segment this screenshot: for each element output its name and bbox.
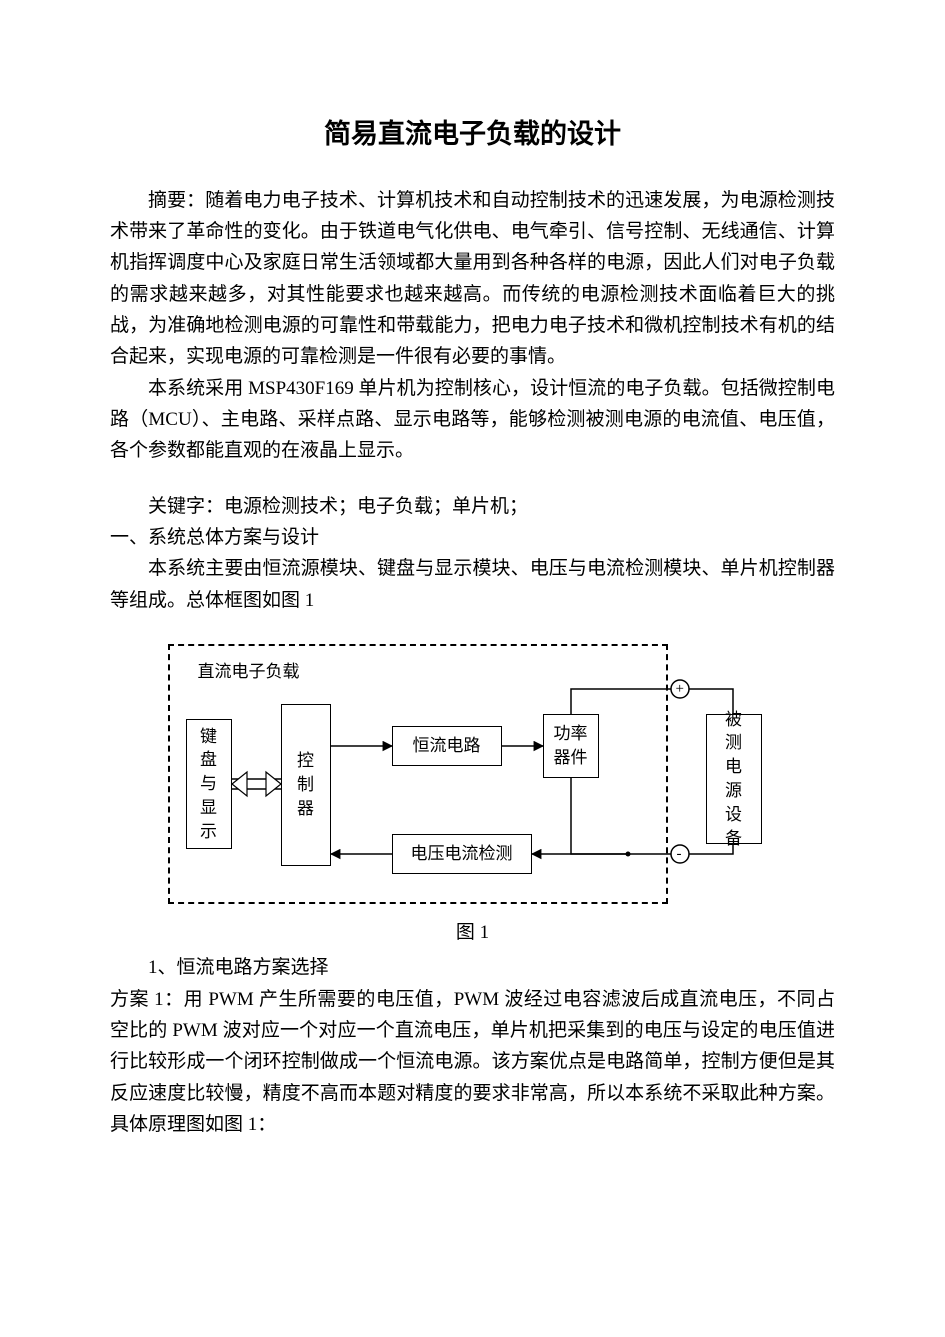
abstract-label: 摘要： — [148, 190, 205, 211]
node-vi-check: 电压电流检测 — [392, 834, 532, 874]
node-controller: 控制器 — [281, 704, 331, 866]
keywords-label: 关键字： — [148, 496, 224, 517]
node-controller-label: 控制器 — [297, 749, 314, 820]
node-keyboard-display-label: 键盘与显示 — [200, 725, 217, 844]
node-power-device: 功率器件 — [543, 714, 599, 778]
node-keyboard-display: 键盘与显示 — [186, 719, 232, 849]
node-power-device-label: 功率器件 — [554, 722, 588, 770]
terminal-plus: + — [676, 677, 684, 702]
page-title: 简易直流电子负载的设计 — [110, 112, 835, 157]
diagram-caption: 图 1 — [110, 917, 835, 948]
scheme-1-body: 方案 1：用 PWM 产生所需要的电压值，PWM 波经过电容滤波后成直流电压，不… — [110, 984, 835, 1141]
keywords-text: 电源检测技术；电子负载；单片机； — [224, 496, 528, 517]
subsection-1-1-heading: 1、恒流电路方案选择 — [110, 952, 835, 983]
abstract-paragraph-2: 本系统采用 MSP430F169 单片机为控制核心，设计恒流的电子负载。包括微控… — [110, 373, 835, 467]
block-diagram: 直流电子负载 — [168, 644, 778, 909]
node-target-device-label: 被测电源设备 — [725, 708, 742, 851]
abstract-paragraph-1: 摘要：随着电力电子技术、计算机技术和自动控制技术的迅速发展，为电源检测技术带来了… — [110, 185, 835, 373]
terminal-minus: - — [677, 842, 682, 867]
node-target-device: 被测电源设备 — [706, 714, 762, 844]
node-constant-current: 恒流电路 — [392, 726, 502, 766]
abstract-text-1: 随着电力电子技术、计算机技术和自动控制技术的迅速发展，为电源检测技术带来了革命性… — [110, 190, 835, 368]
section-1-heading: 一、系统总体方案与设计 — [110, 522, 835, 553]
keywords-line: 关键字：电源检测技术；电子负载；单片机； — [110, 491, 835, 522]
section-1-body: 本系统主要由恒流源模块、键盘与显示模块、电压与电流检测模块、单片机控制器等组成。… — [110, 553, 835, 616]
